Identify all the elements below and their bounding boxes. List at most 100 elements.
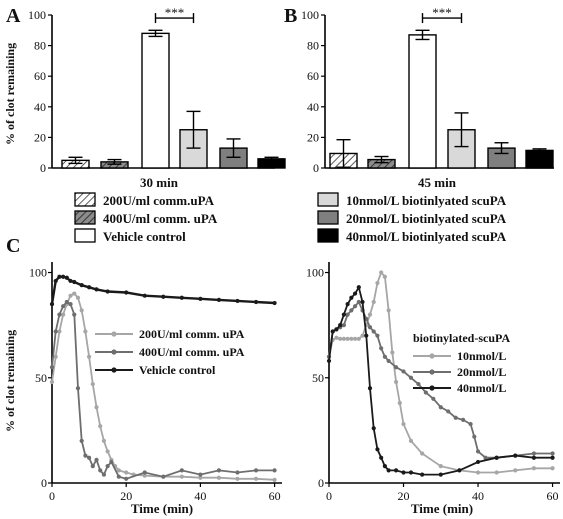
y-tick-label-b: 20 — [307, 130, 319, 144]
series-line-c1-0 — [51, 292, 275, 481]
x-axis-label-c-right: Time (min) — [411, 501, 473, 516]
data-point-c1-2 — [72, 279, 77, 285]
data-point-c2-2 — [386, 468, 391, 473]
legend-label-4: 20nmol/L biotinlyated scuPA — [346, 211, 507, 226]
data-point-c2-2 — [364, 333, 369, 338]
data-point-c1-1 — [94, 457, 99, 462]
data-point-c1-1 — [109, 459, 114, 465]
panel-letter-a: A — [6, 5, 21, 27]
data-point-c2-2 — [371, 426, 376, 431]
data-point-c1-0 — [116, 468, 121, 473]
data-point-c2-0 — [345, 336, 350, 341]
data-point-c2-1 — [468, 421, 473, 427]
data-point-c2-1 — [386, 358, 391, 364]
data-point-c1-2 — [53, 278, 58, 284]
data-point-c2-0 — [334, 335, 339, 340]
data-point-c2-1 — [550, 451, 555, 456]
y-tick-label-a: 80 — [34, 39, 46, 53]
data-point-c2-1 — [356, 299, 361, 305]
y-tick-label-c1: 50 — [35, 371, 47, 385]
data-point-c1-2 — [86, 285, 92, 290]
data-point-c1-2 — [253, 299, 259, 305]
data-point-c2-0 — [475, 470, 481, 475]
data-point-c1-1 — [142, 470, 147, 475]
data-point-c1-0 — [101, 438, 107, 444]
bar-b-5 — [525, 149, 554, 169]
legend-label-2: Vehicle control — [103, 229, 186, 244]
data-point-c2-2 — [352, 291, 358, 296]
legend-label-c2-2: 40nmol/L — [457, 381, 506, 395]
data-point-c2-2 — [379, 455, 384, 460]
data-point-c2-0 — [550, 466, 555, 471]
data-point-c1-0 — [142, 473, 147, 478]
sig-label-b: *** — [432, 5, 452, 20]
data-point-c2-1 — [408, 375, 414, 380]
data-point-c2-2 — [550, 455, 555, 460]
data-point-c1-1 — [179, 468, 184, 473]
data-point-c1-0 — [272, 477, 277, 482]
legend-marker-c1-0 — [111, 331, 117, 337]
data-point-c2-0 — [382, 274, 387, 279]
y-tick-label-c1: 0 — [41, 476, 47, 490]
legend-marker-c2-1 — [429, 369, 435, 375]
panel-letter-c: C — [6, 235, 20, 257]
x-tick-label-c1: 40 — [194, 489, 206, 503]
data-point-c1-1 — [116, 474, 121, 479]
data-point-c1-1 — [253, 468, 259, 473]
data-point-c2-1 — [423, 390, 428, 395]
legend-label-3: 10nmol/L biotinlyated scuPA — [346, 193, 507, 208]
series-line-c1-2 — [50, 275, 275, 305]
data-point-c1-0 — [75, 295, 81, 300]
y-tick-label-b: 100 — [301, 8, 319, 22]
data-point-c2-1 — [461, 417, 466, 422]
data-point-c1-1 — [235, 470, 240, 475]
x-tick-label-c2: 60 — [547, 489, 559, 503]
data-point-c2-2 — [382, 464, 387, 469]
data-point-c1-2 — [216, 297, 222, 302]
data-point-c1-1 — [98, 468, 103, 473]
data-point-c1-1 — [101, 472, 107, 477]
line-chart-c-left: 0 50 100 0 20 40 60 200U/ml comm. uPA 400U/ml co… — [29, 262, 282, 503]
data-point-c2-1 — [379, 346, 384, 351]
data-point-c2-0 — [338, 336, 343, 341]
data-point-c2-2 — [360, 299, 365, 305]
y-tick-label-b: 80 — [307, 39, 319, 53]
data-point-c2-0 — [367, 312, 373, 317]
data-point-c2-2 — [408, 470, 414, 475]
data-point-c1-2 — [142, 293, 147, 298]
data-point-c2-2 — [349, 295, 354, 300]
legend-label-c1-2: Vehicle control — [139, 363, 216, 377]
legend-swatch-5 — [317, 228, 339, 243]
y-tick-label-a: 0 — [40, 161, 46, 175]
data-point-c2-1 — [531, 451, 537, 456]
data-point-c2-0 — [393, 379, 399, 385]
y-tick-label-c2: 50 — [312, 371, 324, 385]
data-point-c2-2 — [326, 358, 332, 364]
data-point-c1-1 — [68, 301, 73, 307]
data-point-c1-1 — [105, 464, 110, 469]
data-point-c2-2 — [420, 472, 425, 477]
legend-swatch-1 — [74, 210, 96, 225]
data-point-c2-1 — [367, 325, 373, 330]
legend-label-c2-0: 10nmol/L — [457, 349, 506, 363]
y-tick-label-c2: 100 — [306, 266, 324, 280]
data-point-c2-0 — [356, 336, 361, 341]
data-point-c1-0 — [124, 470, 129, 475]
data-point-c2-2 — [367, 386, 373, 391]
data-point-c1-1 — [53, 329, 58, 334]
data-point-c2-0 — [390, 350, 395, 355]
data-point-c2-0 — [397, 400, 402, 406]
data-point-c2-0 — [341, 336, 347, 341]
data-point-c2-1 — [446, 409, 451, 414]
data-point-c1-0 — [216, 475, 222, 480]
legend-marker-c2-2 — [429, 385, 435, 391]
data-point-c2-1 — [438, 405, 443, 410]
data-point-c2-0 — [494, 470, 499, 475]
x-tick-label-c1: 60 — [269, 489, 281, 503]
data-point-c1-2 — [64, 275, 69, 280]
data-point-c1-1 — [272, 468, 277, 473]
data-point-c2-0 — [408, 438, 414, 444]
data-point-c2-2 — [345, 301, 350, 307]
sig-label-a: *** — [165, 5, 185, 20]
x-tick-label-c1: 0 — [49, 489, 55, 503]
